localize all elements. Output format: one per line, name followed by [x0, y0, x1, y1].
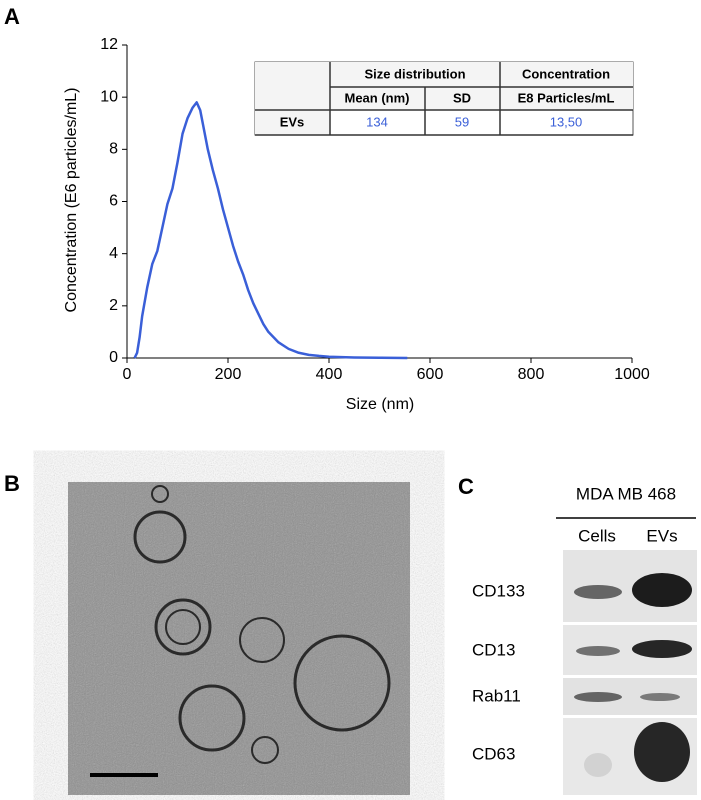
x-tick-label: 400	[316, 366, 343, 383]
y-tick-label: 12	[100, 36, 118, 53]
table-lines	[255, 62, 633, 136]
marker-label: Rab11	[472, 686, 521, 705]
lane-label: Cells	[578, 526, 616, 545]
em-image	[68, 482, 410, 795]
y-tick-label: 10	[100, 88, 118, 105]
western-blot: MDA MB 468 Cells EVs CD133 CD13 Rab11 CD…	[472, 484, 697, 795]
x-tick-label: 1000	[614, 366, 650, 383]
chart: Size (nm) Concentration (E6 particles/mL…	[63, 36, 650, 413]
y-tick-label: 4	[109, 245, 118, 262]
bands	[574, 573, 692, 782]
vesicles	[133, 485, 391, 764]
x-tick-label: 0	[123, 366, 132, 383]
y-tick-label: 8	[109, 141, 118, 158]
blot-group: MDA MB 468	[576, 484, 676, 503]
table-header: Size distribution	[364, 66, 465, 81]
table-value: 134	[366, 114, 388, 129]
marker-label: CD133	[472, 581, 525, 600]
table-cell	[255, 110, 330, 135]
x-tick-label: 200	[215, 366, 242, 383]
table-row-label: EVs	[280, 114, 305, 129]
table-header: Concentration	[522, 66, 610, 81]
marker-label: CD13	[472, 640, 515, 659]
table-header: SD	[453, 90, 471, 105]
table-value: 59	[455, 114, 469, 129]
panel-label: A	[4, 4, 20, 29]
data-line	[133, 101, 408, 360]
y-tick-label: 6	[109, 193, 118, 210]
inset-table: Size distribution Concentration Mean (nm…	[254, 61, 634, 136]
y-axis-label: Concentration (E6 particles/mL)	[63, 88, 80, 313]
x-tick-label: 800	[518, 366, 545, 383]
x-tick-label: 600	[417, 366, 444, 383]
table-value: 13,50	[550, 114, 583, 129]
table-header: E8 Particles/mL	[518, 90, 615, 105]
table-cell	[330, 62, 633, 110]
panel-label: C	[458, 474, 474, 499]
y-tick-label: 0	[109, 349, 118, 366]
lane-label: EVs	[646, 526, 677, 545]
marker-label: CD63	[472, 744, 515, 763]
x-axis-label: Size (nm)	[346, 396, 414, 413]
panel-label: B	[4, 471, 20, 496]
table-header: Mean (nm)	[345, 90, 410, 105]
y-tick-label: 2	[109, 297, 118, 314]
